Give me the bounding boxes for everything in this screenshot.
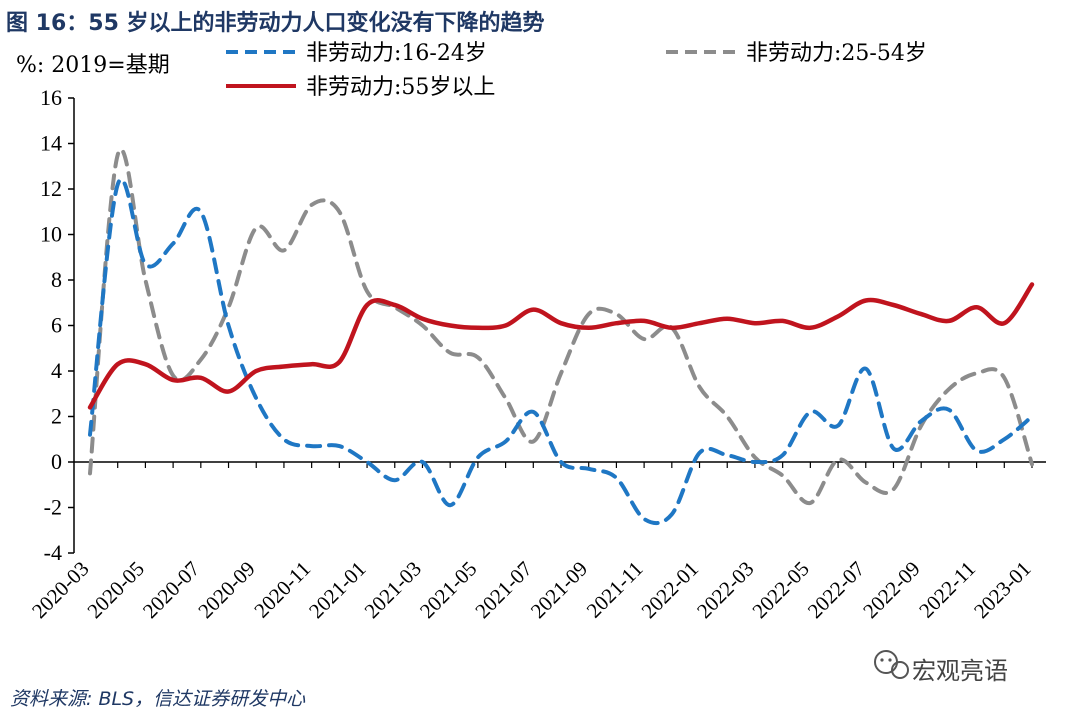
series-line-25-54 [88, 147, 1034, 505]
series-line-55-plus [87, 282, 1035, 410]
x-tick-label: 2022-01 [637, 557, 703, 623]
x-tick-label: 2022-05 [747, 557, 813, 623]
chart-title: 图 16：55 岁以上的非劳动力人口变化没有下降的趋势 [6, 10, 545, 36]
y-axis-ticks: -4 -2 0 2 4 6 8 10 12 14 16 [40, 85, 74, 565]
watermark-text: 宏观亮语 [912, 657, 1008, 685]
x-tick-label: 2020-07 [138, 557, 204, 623]
y-tick-label: 0 [51, 449, 62, 474]
y-tick-label: 16 [40, 85, 62, 110]
y-tick-label: 4 [51, 358, 62, 383]
x-tick-label: 2022-09 [858, 557, 924, 623]
x-tick-label: 2020-05 [82, 557, 148, 623]
y-tick-label: 14 [40, 131, 62, 156]
x-tick-label: 2021-03 [360, 557, 426, 623]
legend: 非劳动力:16-24岁 非劳动力:25-54岁 非劳动力:55岁以上 [226, 41, 927, 100]
source-note: 资料来源: BLS，信达证券研发中心 [10, 688, 306, 710]
y-tick-label: 10 [40, 222, 62, 247]
y-unit-label: %: 2019=基期 [16, 53, 170, 78]
x-tick-label: 2021-07 [470, 557, 536, 623]
wechat-icon [874, 650, 909, 679]
x-tick-label: 2023-01 [969, 557, 1035, 623]
x-tick-label: 2022-07 [803, 557, 869, 623]
x-tick-label: 2020-09 [193, 557, 259, 623]
x-tick-label: 2022-03 [692, 557, 758, 623]
legend-label-25-54: 非劳动力:25-54岁 [746, 41, 927, 66]
x-tick-label: 2022-11 [914, 557, 980, 623]
legend-label-55-plus: 非劳动力:55岁以上 [306, 75, 495, 100]
legend-label-16-24: 非劳动力:16-24岁 [306, 41, 487, 66]
x-tick-label: 2021-05 [415, 557, 481, 623]
y-tick-label: -2 [44, 495, 62, 520]
x-axis-ticks: 2020-032020-052020-072020-092020-112021-… [27, 462, 1036, 623]
x-tick-label: 2020-11 [249, 557, 315, 623]
series-line-16-24 [88, 177, 1034, 525]
series-layer [87, 147, 1035, 525]
y-tick-label: 6 [51, 313, 62, 338]
watermark: 宏观亮语 [874, 650, 1008, 685]
y-tick-label: 8 [51, 267, 62, 292]
x-tick-label: 2021-09 [526, 557, 592, 623]
y-tick-label: 12 [40, 176, 62, 201]
x-tick-label: 2021-01 [304, 557, 370, 623]
y-tick-label: 2 [51, 404, 62, 429]
x-tick-label: 2021-11 [582, 557, 648, 623]
x-tick-label: 2020-03 [27, 557, 93, 623]
y-tick-label: -4 [44, 540, 62, 565]
